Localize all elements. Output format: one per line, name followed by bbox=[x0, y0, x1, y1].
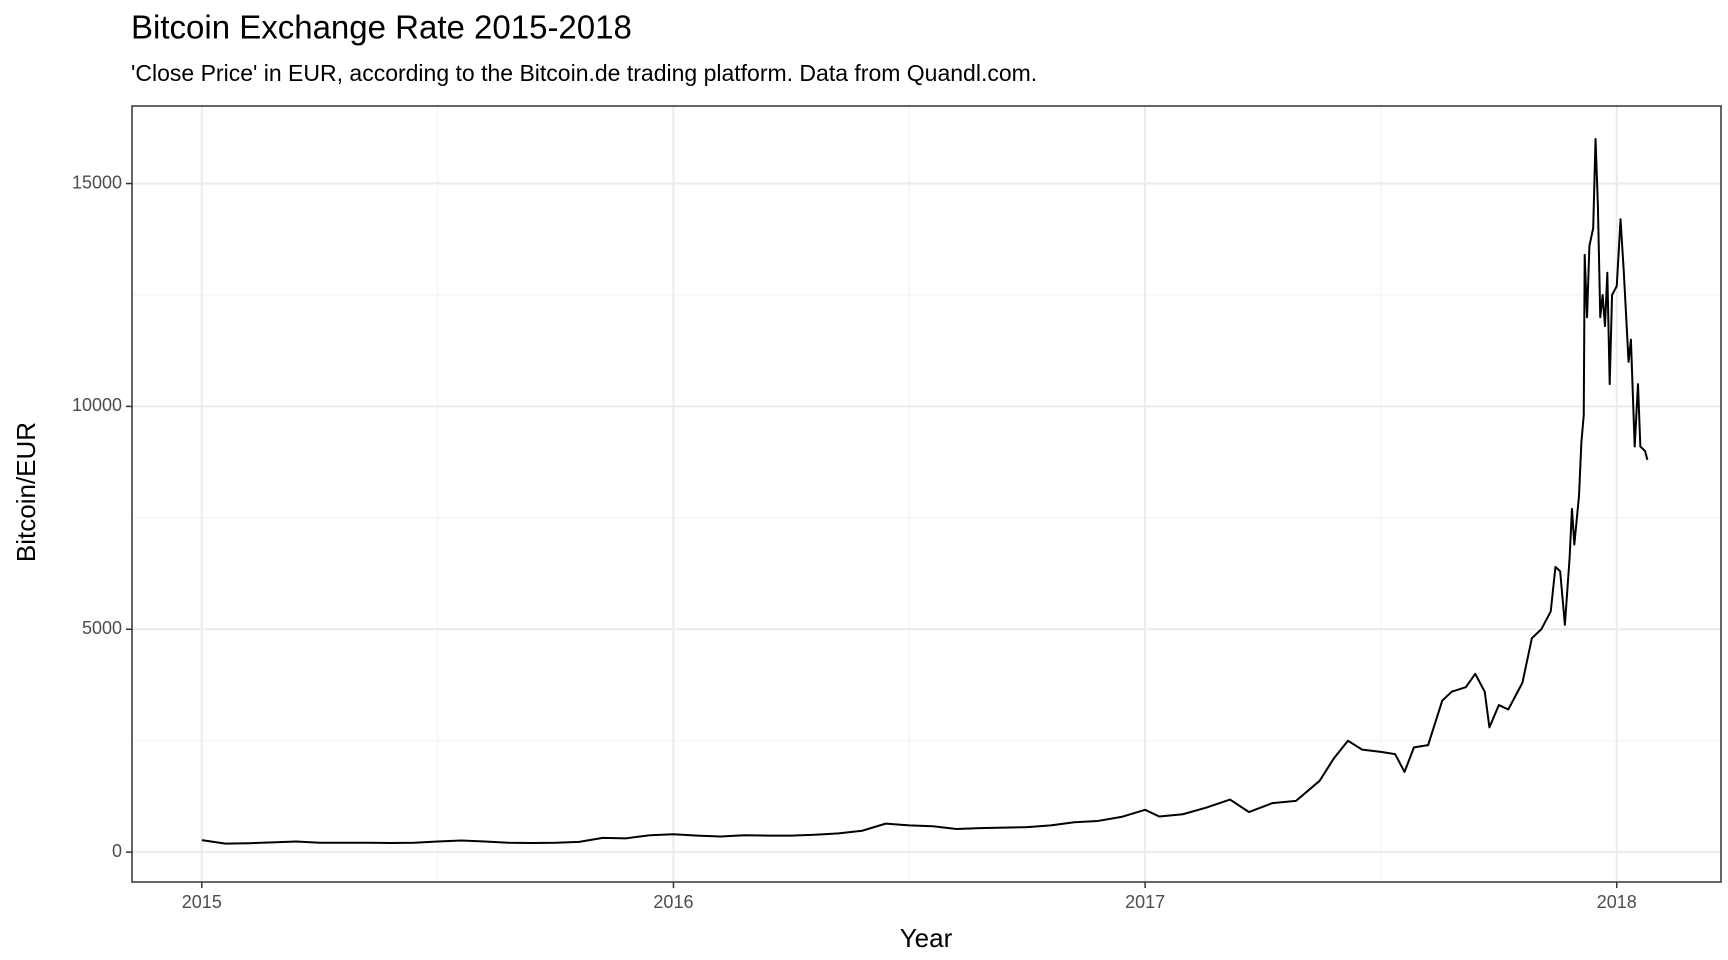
chart-subtitle: 'Close Price' in EUR, according to the B… bbox=[131, 60, 1037, 86]
line-series bbox=[201, 137, 1649, 845]
x-tick-label: 2016 bbox=[653, 892, 693, 912]
x-tick-label: 2018 bbox=[1597, 892, 1637, 912]
y-tick-label: 5000 bbox=[82, 618, 122, 638]
y-tick-label: 0 bbox=[112, 841, 122, 861]
x-axis-label: Year bbox=[900, 923, 953, 953]
x-tick-label: 2015 bbox=[182, 892, 222, 912]
y-tick-label: 10000 bbox=[72, 395, 122, 415]
panel-border bbox=[131, 105, 1722, 883]
x-tick-label: 2017 bbox=[1125, 892, 1165, 912]
chart-title: Bitcoin Exchange Rate 2015-2018 bbox=[131, 9, 632, 46]
y-axis-label: Bitcoin/EUR bbox=[11, 422, 41, 562]
y-tick-label: 15000 bbox=[72, 172, 122, 192]
